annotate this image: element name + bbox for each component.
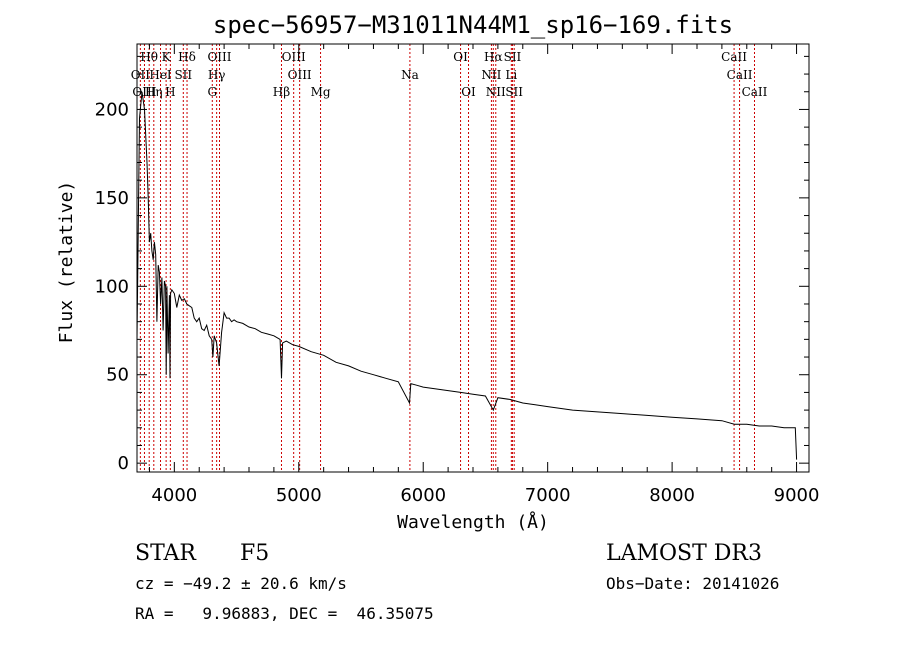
y-tick-label: 0 bbox=[118, 453, 129, 474]
y-tick-label: 200 bbox=[95, 99, 129, 120]
coordinates-text: RA = 9.96883, DEC = 46.35075 bbox=[135, 604, 434, 623]
line-label: HeI bbox=[149, 68, 172, 82]
line-label: OIII bbox=[288, 68, 312, 82]
x-tick-label: 7000 bbox=[525, 485, 571, 506]
line-label: OI bbox=[461, 85, 476, 99]
line-label: Hη bbox=[145, 85, 163, 99]
x-tick-label: 9000 bbox=[774, 485, 820, 506]
line-label: OIII bbox=[207, 50, 231, 64]
line-label: NII bbox=[481, 68, 501, 82]
obs-date-text: Obs−Date: 20141026 bbox=[606, 574, 779, 593]
y-axis-label: Flux (relative) bbox=[56, 181, 77, 344]
survey-name: LAMOST DR3 bbox=[606, 541, 762, 566]
line-label: Hβ bbox=[273, 85, 290, 99]
line-label: SII bbox=[504, 50, 522, 64]
line-label: K bbox=[162, 50, 172, 64]
object-class: STAR bbox=[135, 541, 197, 566]
x-axis-label: Wavelength (Å) bbox=[397, 511, 549, 533]
line-label: Hθ bbox=[140, 50, 158, 64]
line-label: CaII bbox=[721, 50, 747, 64]
line-label: NII bbox=[486, 85, 506, 99]
line-label: SII bbox=[505, 85, 523, 99]
line-label: Na bbox=[401, 68, 419, 82]
x-tick-label: 5000 bbox=[276, 485, 322, 506]
line-label: Hδ bbox=[178, 50, 196, 64]
line-label: Li bbox=[505, 68, 517, 82]
velocity-text: cz = −49.2 ± 20.6 km/s bbox=[135, 574, 347, 593]
spectral-line-markers bbox=[139, 44, 755, 472]
x-tick-label: 6000 bbox=[400, 485, 446, 506]
line-label: SII bbox=[174, 68, 192, 82]
line-label: CaII bbox=[727, 68, 753, 82]
line-label: G bbox=[207, 85, 217, 99]
line-label: Hγ bbox=[208, 68, 226, 82]
y-tick-label: 50 bbox=[106, 365, 129, 386]
plot-frame bbox=[136, 43, 810, 473]
y-axis-ticks: 0 50 100 150 200 bbox=[95, 55, 809, 474]
x-tick-label: 4000 bbox=[151, 485, 197, 506]
line-label: Hα bbox=[484, 50, 503, 64]
chart-title: spec−56957−M31011N44M1_sp16−169.fits bbox=[213, 11, 733, 39]
line-label: H bbox=[165, 85, 175, 99]
line-label: OI bbox=[453, 50, 468, 64]
line-label: OII bbox=[131, 68, 151, 82]
x-tick-label: 8000 bbox=[649, 485, 695, 506]
y-tick-label: 150 bbox=[95, 188, 129, 209]
object-subclass: F5 bbox=[240, 541, 269, 566]
line-label: Mg bbox=[311, 85, 331, 99]
line-label: CaII bbox=[742, 85, 768, 99]
line-label: OIII bbox=[132, 85, 156, 99]
y-tick-label: 100 bbox=[95, 276, 129, 297]
x-axis-ticks: 4000 5000 6000 7000 8000 9000 bbox=[148, 44, 820, 506]
spectrum-line bbox=[136, 91, 798, 460]
line-label: OIII bbox=[282, 50, 306, 64]
